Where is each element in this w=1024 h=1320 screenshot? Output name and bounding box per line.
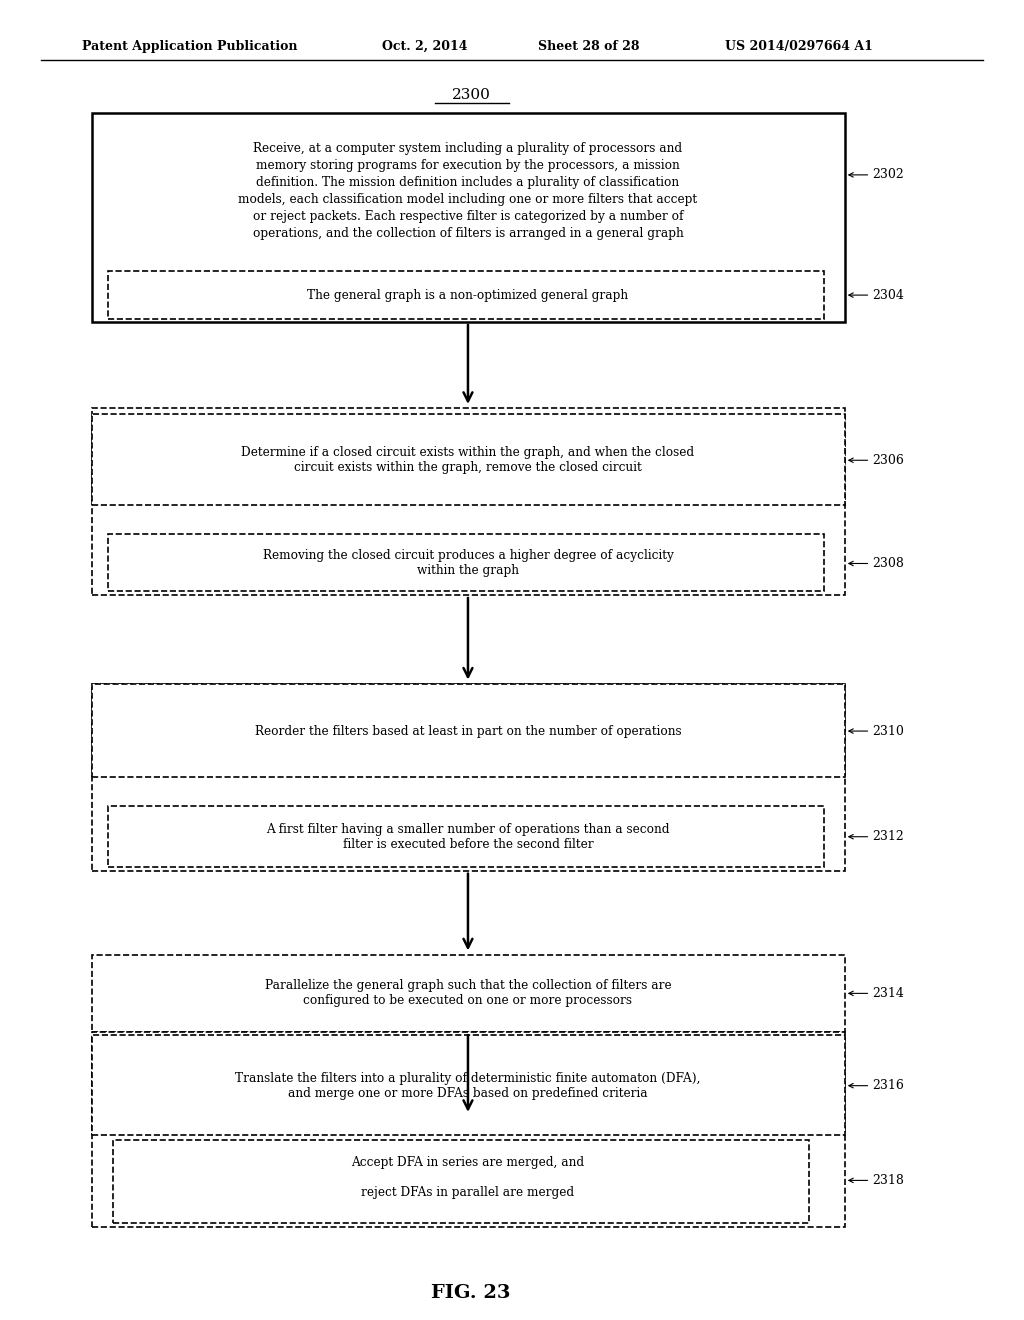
Bar [108,807,824,867]
Bar [92,684,845,777]
Text: Determine if a closed circuit exists within the graph, and when the closed
circu: Determine if a closed circuit exists wit… [242,446,694,474]
Text: 2316: 2316 [872,1080,904,1092]
Text: Translate the filters into a plurality of deterministic finite automaton (DFA),
: Translate the filters into a plurality o… [236,1072,700,1100]
Text: 2310: 2310 [872,725,904,738]
Bar [92,408,845,595]
Text: Sheet 28 of 28: Sheet 28 of 28 [538,40,640,53]
Bar [108,535,824,591]
Bar [92,114,845,322]
Bar [92,414,845,506]
Bar [92,684,845,871]
Text: 2314: 2314 [872,987,904,999]
Text: Reorder the filters based at least in part on the number of operations: Reorder the filters based at least in pa… [255,725,681,738]
Text: Removing the closed circuit produces a higher degree of acyclicity
within the gr: Removing the closed circuit produces a h… [262,549,674,577]
Text: Parallelize the general graph such that the collection of filters are
configured: Parallelize the general graph such that … [264,979,672,1007]
Text: 2312: 2312 [872,830,904,843]
Bar [92,954,845,1032]
Text: The general graph is a non-optimized general graph: The general graph is a non-optimized gen… [307,289,629,301]
Text: FIG. 23: FIG. 23 [431,1284,511,1303]
Text: 2302: 2302 [872,169,904,181]
Text: US 2014/0297664 A1: US 2014/0297664 A1 [725,40,872,53]
Text: Patent Application Publication: Patent Application Publication [82,40,297,53]
Text: Oct. 2, 2014: Oct. 2, 2014 [382,40,468,53]
Text: 2300: 2300 [452,87,490,102]
Bar [113,1140,809,1222]
Text: A first filter having a smaller number of operations than a second
filter is exe: A first filter having a smaller number o… [266,822,670,850]
Text: Accept DFA in series are merged, and

reject DFAs in parallel are merged: Accept DFA in series are merged, and rej… [351,1156,585,1200]
Text: 2306: 2306 [872,454,904,467]
Bar [108,271,824,319]
Bar [92,1035,845,1135]
Text: 2304: 2304 [872,289,904,301]
Bar [92,1032,845,1226]
Text: 2308: 2308 [872,557,904,570]
Text: Receive, at a computer system including a plurality of processors and
memory sto: Receive, at a computer system including … [239,143,697,240]
Text: 2318: 2318 [872,1173,904,1187]
